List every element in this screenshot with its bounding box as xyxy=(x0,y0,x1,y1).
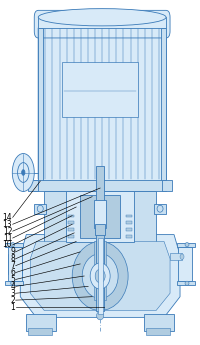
Bar xyxy=(34,204,46,214)
Bar xyxy=(177,243,195,247)
Bar xyxy=(28,328,52,335)
Bar xyxy=(94,241,106,300)
Ellipse shape xyxy=(185,243,189,247)
Bar xyxy=(68,228,74,231)
Text: 3: 3 xyxy=(10,289,15,298)
Bar xyxy=(154,204,166,214)
Text: 2: 2 xyxy=(11,296,15,305)
Bar xyxy=(68,221,74,224)
Ellipse shape xyxy=(82,254,118,298)
Bar xyxy=(68,235,74,238)
Bar xyxy=(34,180,166,191)
Text: 14: 14 xyxy=(3,213,12,222)
Text: 8: 8 xyxy=(11,254,15,263)
Bar xyxy=(98,238,103,314)
Ellipse shape xyxy=(11,281,15,285)
Ellipse shape xyxy=(157,205,163,212)
Ellipse shape xyxy=(12,154,34,191)
Bar xyxy=(161,28,166,183)
Bar xyxy=(28,180,38,191)
Bar xyxy=(177,281,195,285)
Bar xyxy=(38,17,166,28)
Ellipse shape xyxy=(11,243,15,247)
Text: 10: 10 xyxy=(3,240,12,249)
Bar xyxy=(80,195,120,238)
Ellipse shape xyxy=(18,162,29,183)
Bar xyxy=(26,314,56,331)
Ellipse shape xyxy=(185,281,189,285)
Polygon shape xyxy=(20,235,180,317)
Bar xyxy=(38,28,166,183)
Bar xyxy=(162,180,172,191)
Bar xyxy=(62,62,138,117)
Ellipse shape xyxy=(97,312,104,320)
Bar xyxy=(126,221,132,224)
Bar xyxy=(66,191,134,242)
Text: 1: 1 xyxy=(11,303,15,312)
Text: 12: 12 xyxy=(3,227,12,236)
Bar xyxy=(95,224,105,235)
Ellipse shape xyxy=(37,205,43,212)
Bar xyxy=(5,281,23,285)
Polygon shape xyxy=(30,241,170,310)
Bar xyxy=(126,215,132,217)
Bar xyxy=(5,243,23,247)
Ellipse shape xyxy=(95,269,105,283)
Bar xyxy=(44,191,156,242)
FancyBboxPatch shape xyxy=(34,10,170,38)
Text: 6: 6 xyxy=(10,268,15,277)
Bar xyxy=(126,235,132,238)
Text: 5: 5 xyxy=(10,275,15,284)
Bar xyxy=(38,28,43,183)
Bar xyxy=(144,314,174,331)
Text: 4: 4 xyxy=(10,282,15,291)
Bar xyxy=(68,215,74,217)
Ellipse shape xyxy=(38,9,166,26)
Ellipse shape xyxy=(180,254,184,259)
Bar xyxy=(170,253,182,260)
Text: 9: 9 xyxy=(10,247,15,256)
Ellipse shape xyxy=(22,170,25,175)
Ellipse shape xyxy=(72,241,128,310)
Bar xyxy=(8,247,22,281)
Text: 11: 11 xyxy=(3,234,12,243)
Text: 7: 7 xyxy=(10,261,15,270)
Bar xyxy=(178,247,192,281)
Ellipse shape xyxy=(90,263,110,289)
Bar xyxy=(146,328,170,335)
Bar xyxy=(126,228,132,231)
Bar xyxy=(96,166,104,310)
Text: 13: 13 xyxy=(3,220,12,229)
Bar xyxy=(94,200,106,228)
